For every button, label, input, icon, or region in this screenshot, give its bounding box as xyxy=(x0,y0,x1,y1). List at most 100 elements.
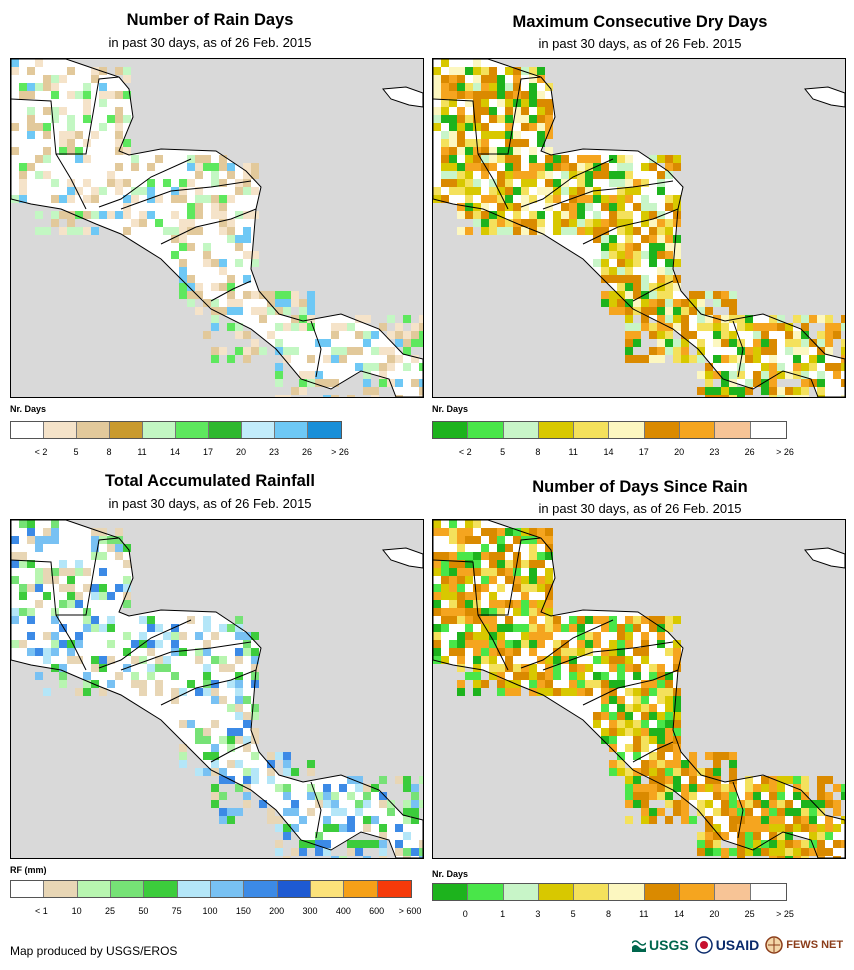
map-cell xyxy=(315,840,323,848)
map-cell xyxy=(347,776,355,784)
map-cell xyxy=(147,179,155,187)
map-cell xyxy=(433,187,441,195)
map-cell xyxy=(649,688,657,696)
map-cell xyxy=(633,664,641,672)
map-cell xyxy=(729,824,737,832)
map-dry-days[interactable] xyxy=(432,58,846,398)
map-cell xyxy=(617,680,625,688)
map-cell xyxy=(681,792,689,800)
map-cell xyxy=(721,792,729,800)
map-cell xyxy=(505,187,513,195)
map-cell xyxy=(379,363,387,371)
map-cell xyxy=(529,568,537,576)
map-cell xyxy=(649,203,657,211)
map-cell xyxy=(441,552,449,560)
map-days-since-rain[interactable] xyxy=(432,519,846,859)
legend-swatch xyxy=(377,881,411,897)
map-cell xyxy=(665,736,673,744)
map-cell xyxy=(243,720,251,728)
map-cell xyxy=(83,680,91,688)
map-cell xyxy=(43,147,51,155)
map-cell xyxy=(729,816,737,824)
map-cell xyxy=(585,632,593,640)
map-cell xyxy=(529,544,537,552)
map-cell xyxy=(817,800,825,808)
map-cell xyxy=(745,816,753,824)
map-cell xyxy=(505,528,513,536)
map-cell xyxy=(43,123,51,131)
map-cell xyxy=(705,816,713,824)
map-cell xyxy=(793,339,801,347)
map-cell xyxy=(657,688,665,696)
map-cell xyxy=(817,387,825,395)
map-cell xyxy=(593,640,601,648)
map-cell xyxy=(115,584,123,592)
map-cell xyxy=(489,163,497,171)
map-cell xyxy=(419,856,423,858)
map-cell xyxy=(187,179,195,187)
map-cell xyxy=(307,808,315,816)
map-cell xyxy=(419,387,423,395)
map-cell xyxy=(641,728,649,736)
usaid-logo-text: USAID xyxy=(715,937,760,953)
map-cell xyxy=(601,171,609,179)
country-border xyxy=(120,180,252,210)
map-cell xyxy=(11,552,19,560)
map-cell xyxy=(513,536,521,544)
map-cell xyxy=(291,323,299,331)
map-cell xyxy=(489,147,497,155)
map-cell xyxy=(219,656,227,664)
map-cell xyxy=(777,848,785,856)
map-cell xyxy=(283,760,291,768)
map-cell xyxy=(115,536,123,544)
map-total-rainfall[interactable] xyxy=(10,519,424,859)
legend-title: RF (mm) xyxy=(10,865,47,875)
map-cell xyxy=(705,840,713,848)
map-cell xyxy=(51,83,59,91)
map-cell xyxy=(657,243,665,251)
map-cell xyxy=(331,824,339,832)
map-cell xyxy=(721,808,729,816)
map-cell xyxy=(51,211,59,219)
map-cell xyxy=(657,696,665,704)
map-cell xyxy=(299,379,307,387)
map-cell xyxy=(745,355,753,363)
map-cell xyxy=(419,323,423,331)
map-cell xyxy=(745,808,753,816)
map-cell xyxy=(841,784,845,792)
map-cell xyxy=(545,672,553,680)
map-cell xyxy=(505,568,513,576)
map-cell xyxy=(387,347,395,355)
map-cell xyxy=(433,584,441,592)
map-cell xyxy=(411,816,419,824)
map-cell xyxy=(633,243,641,251)
map-cell xyxy=(465,227,473,235)
map-cell xyxy=(713,808,721,816)
map-cell xyxy=(433,640,441,648)
map-cell xyxy=(673,784,681,792)
map-cell xyxy=(163,632,171,640)
map-cell xyxy=(227,760,235,768)
map-cell xyxy=(131,656,139,664)
map-cell xyxy=(395,323,403,331)
map-cell xyxy=(649,299,657,307)
map-cell xyxy=(609,768,617,776)
map-cell xyxy=(235,656,243,664)
map-cell xyxy=(267,816,275,824)
map-cell xyxy=(171,624,179,632)
map-cell xyxy=(489,552,497,560)
map-cell xyxy=(713,339,721,347)
map-cell xyxy=(299,848,307,856)
map-cell xyxy=(323,792,331,800)
map-cell xyxy=(457,83,465,91)
map-cell xyxy=(465,83,473,91)
map-rain-days[interactable] xyxy=(10,58,424,398)
map-cell xyxy=(785,347,793,355)
map-cell xyxy=(441,624,449,632)
country-border xyxy=(632,280,674,302)
legend-swatch xyxy=(750,884,786,900)
map-cell xyxy=(665,307,673,315)
map-cell xyxy=(227,195,235,203)
map-cell xyxy=(521,672,529,680)
map-cell xyxy=(347,816,355,824)
